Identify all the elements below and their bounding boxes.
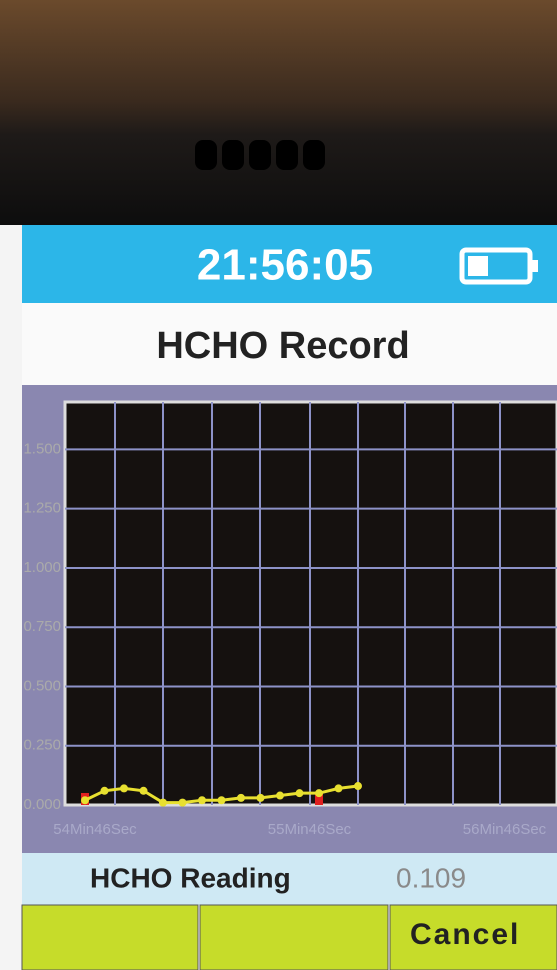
y-tick-label: 1.500 bbox=[23, 440, 61, 457]
point bbox=[179, 799, 187, 807]
y-tick-label: 0.500 bbox=[23, 677, 61, 694]
y-tick-label: 1.000 bbox=[23, 559, 61, 576]
button[interactable] bbox=[22, 905, 198, 970]
button-label: Cancel bbox=[410, 918, 520, 951]
y-tick-label: 0.750 bbox=[23, 618, 61, 635]
screen-title: HCHO Record bbox=[156, 325, 409, 367]
clock: 21:56:05 bbox=[197, 241, 373, 290]
reading-value: 0.109 bbox=[396, 862, 466, 893]
y-tick-label: 0.250 bbox=[23, 737, 61, 754]
point bbox=[354, 782, 362, 790]
point bbox=[257, 794, 265, 802]
x-tick-label: 56Min46Sec bbox=[463, 821, 547, 838]
bezel bbox=[0, 0, 557, 225]
point bbox=[140, 787, 148, 795]
point bbox=[335, 784, 343, 792]
left-edge bbox=[0, 225, 22, 970]
point bbox=[276, 792, 284, 800]
point bbox=[159, 799, 167, 807]
x-tick-label: 55Min46Sec bbox=[268, 821, 352, 838]
button[interactable] bbox=[200, 905, 388, 970]
point bbox=[198, 796, 206, 804]
point bbox=[81, 796, 89, 804]
reading-label: HCHO Reading bbox=[90, 862, 291, 893]
point bbox=[237, 794, 245, 802]
speaker bbox=[195, 140, 325, 170]
point bbox=[101, 787, 109, 795]
y-tick-label: 0.000 bbox=[23, 796, 61, 813]
screen: 21:56:05 HCHO Record 0.000 0.250 0.500 0.75… bbox=[0, 0, 557, 970]
point bbox=[296, 789, 304, 797]
point bbox=[120, 784, 128, 792]
y-tick-label: 1.250 bbox=[23, 500, 61, 517]
x-tick-label: 54Min46Sec bbox=[53, 821, 137, 838]
point bbox=[315, 789, 323, 797]
point bbox=[218, 796, 226, 804]
page: {"status":{"time":"21:56:05"}, "header":… bbox=[0, 0, 557, 970]
